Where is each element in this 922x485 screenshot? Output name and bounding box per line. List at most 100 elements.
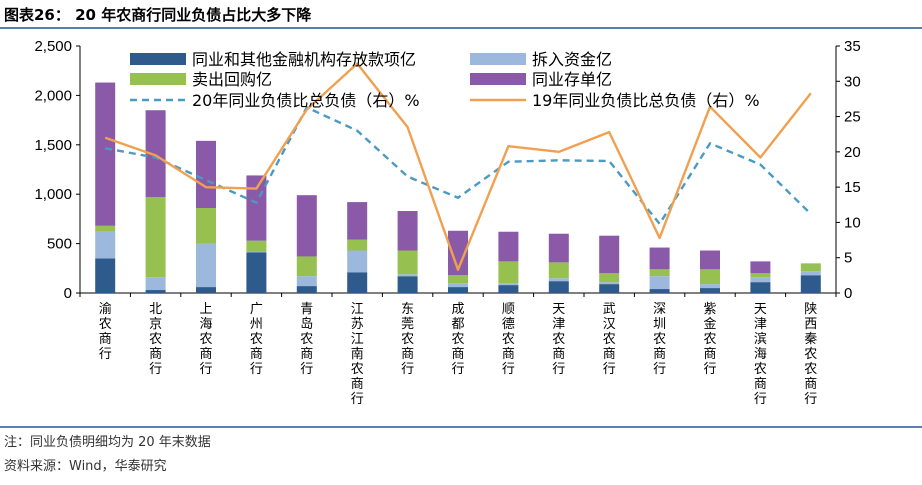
bar-segment-s1-c12 xyxy=(700,284,720,289)
x-tick-label-9: 天津农商行 xyxy=(552,302,565,377)
lines xyxy=(104,62,812,271)
bar-segment-s0-c12 xyxy=(700,288,720,293)
bar-segment-s2-c12 xyxy=(700,269,720,285)
bar-segment-s2-c1 xyxy=(145,197,166,278)
x-tick-label-2: 上海农商行 xyxy=(199,302,212,377)
bar-segment-s0-c9 xyxy=(548,281,569,293)
y-tick-label-left: 0 xyxy=(64,285,72,302)
y-tick-label-right: 25 xyxy=(844,109,861,126)
legend-label-2: 卖出回购亿 xyxy=(192,70,272,89)
bar-segment-s0-c6 xyxy=(397,276,418,293)
x-tick-label-14: 陕西秦农农商行 xyxy=(804,302,817,407)
x-tick-label-6: 东莞农商行 xyxy=(401,302,414,377)
bar-segment-s0-c7 xyxy=(448,287,468,293)
bar-segment-s3-c13 xyxy=(750,261,771,274)
legend-label-3: 同业存单亿 xyxy=(532,70,612,89)
y-tick-label-right: 15 xyxy=(844,179,861,196)
legend-label-1: 拆入资金亿 xyxy=(532,50,612,69)
y-tick-label-left: 1,000 xyxy=(34,186,72,203)
bar-segment-s0-c5 xyxy=(347,272,368,293)
legend-swatch-1 xyxy=(470,53,526,65)
x-tick-label-10: 武汉农商行 xyxy=(603,302,616,377)
bar-segment-s2-c14 xyxy=(800,263,821,272)
bar-segment-s3-c4 xyxy=(296,195,317,257)
bar-segment-s2-c8 xyxy=(498,261,519,284)
bar-segment-s0-c10 xyxy=(599,284,620,293)
bar-segment-s3-c2 xyxy=(196,140,216,209)
x-tick-label-11: 深圳农商行 xyxy=(653,302,666,377)
bar-segment-s2-c4 xyxy=(296,256,317,277)
y-tick-label-left: 1,500 xyxy=(34,137,72,154)
legend-swatch-2 xyxy=(130,73,186,85)
y-tick-label-right: 5 xyxy=(844,250,852,267)
bar-segment-s2-c6 xyxy=(397,250,418,275)
bar-segment-s3-c10 xyxy=(599,235,620,274)
y-tick-label-right: 30 xyxy=(844,73,861,90)
bar-segment-s3-c3 xyxy=(246,175,267,241)
bar-segment-s1-c14 xyxy=(800,271,821,276)
bar-segment-s1-c6 xyxy=(397,274,418,277)
bar-segment-s0-c4 xyxy=(296,286,317,293)
x-tick-label-0: 渝农商行 xyxy=(99,301,112,362)
bar-segment-s2-c3 xyxy=(246,240,267,252)
bar-segment-s0-c0 xyxy=(95,258,116,293)
title-rule xyxy=(0,27,922,29)
bar-segment-s0-c11 xyxy=(649,289,670,293)
bar-segment-s1-c7 xyxy=(448,283,468,288)
y-tick-label-right: 0 xyxy=(844,285,852,302)
source-note: 资料来源：Wind，华泰研究 xyxy=(4,459,167,474)
bar-segment-s2-c11 xyxy=(649,269,670,277)
chart-plot: 0 500 1,000 1,500 2,000 2,500 0 5 10 15 20 25 30 35 同… xyxy=(34,38,861,407)
bar-segment-s0-c8 xyxy=(498,285,519,293)
bar-segment-s2-c10 xyxy=(599,273,620,283)
bar-segment-s2-c13 xyxy=(750,273,771,278)
x-tick-label-3: 广州农商行 xyxy=(250,302,263,377)
bottom-rule xyxy=(0,426,922,428)
y-tick-label-right: 20 xyxy=(844,144,861,161)
legend-line-label-1: 19年同业负债比总负债（右）% xyxy=(532,91,760,110)
bar-segment-s3-c9 xyxy=(548,233,569,263)
bar-segment-s3-c1 xyxy=(145,110,166,198)
x-tick-label-1: 北京农商行 xyxy=(149,302,162,377)
bar-segment-s1-c8 xyxy=(498,283,519,286)
bar-segment-s1-c13 xyxy=(750,277,771,283)
bar-segment-s3-c11 xyxy=(649,247,670,270)
bar-segment-s1-c0 xyxy=(95,231,116,259)
bars xyxy=(95,82,821,293)
x-tick-label-7: 成都农商行 xyxy=(451,302,464,377)
bar-segment-s3-c8 xyxy=(498,231,519,262)
bar-segment-s1-c3 xyxy=(246,251,267,253)
y-tick-label-left: 2,000 xyxy=(34,87,72,104)
bar-segment-s3-c0 xyxy=(95,82,116,226)
x-tick-label-5: 江苏江南农商行 xyxy=(351,302,364,407)
bar-segment-s2-c0 xyxy=(95,225,116,232)
bar-segment-s0-c1 xyxy=(145,290,166,293)
x-tick-label-12: 紫金农商行 xyxy=(703,302,716,377)
bar-segment-s3-c12 xyxy=(700,250,720,270)
x-tick-label-13: 天津滨海农商行 xyxy=(754,302,767,407)
y-tick-label-right: 35 xyxy=(844,38,861,55)
bar-segment-s3-c6 xyxy=(397,210,418,251)
y-tick-label-left: 500 xyxy=(47,236,72,253)
chart-title: 图表26： 20 年农商行同业负债占比大多下降 xyxy=(4,6,312,24)
bar-segment-s1-c2 xyxy=(196,243,216,288)
legend-swatch-3 xyxy=(470,73,526,85)
line-series-19 xyxy=(104,62,812,271)
bar-segment-s1-c11 xyxy=(649,276,670,290)
y-tick-label-right: 10 xyxy=(844,214,861,231)
x-tick-label-8: 顺德农商行 xyxy=(502,302,515,377)
bar-segment-s1-c10 xyxy=(599,282,620,285)
bar-segment-s0-c13 xyxy=(750,282,771,293)
bar-segment-s2-c9 xyxy=(548,262,569,279)
bar-segment-s1-c1 xyxy=(145,277,166,291)
bar-segment-s2-c2 xyxy=(196,208,216,244)
y-tick-label-left: 2,500 xyxy=(34,38,72,55)
footnote: 注：同业负债明细均为 20 年末数据 xyxy=(4,435,211,450)
x-tick-label-4: 青岛农商行 xyxy=(300,302,313,377)
bar-segment-s0-c2 xyxy=(196,287,216,293)
bar-segment-s2-c5 xyxy=(347,239,368,251)
bar-segment-s0-c14 xyxy=(800,275,821,293)
legend-swatch-0 xyxy=(130,53,186,65)
bar-segment-s0-c3 xyxy=(246,252,267,293)
